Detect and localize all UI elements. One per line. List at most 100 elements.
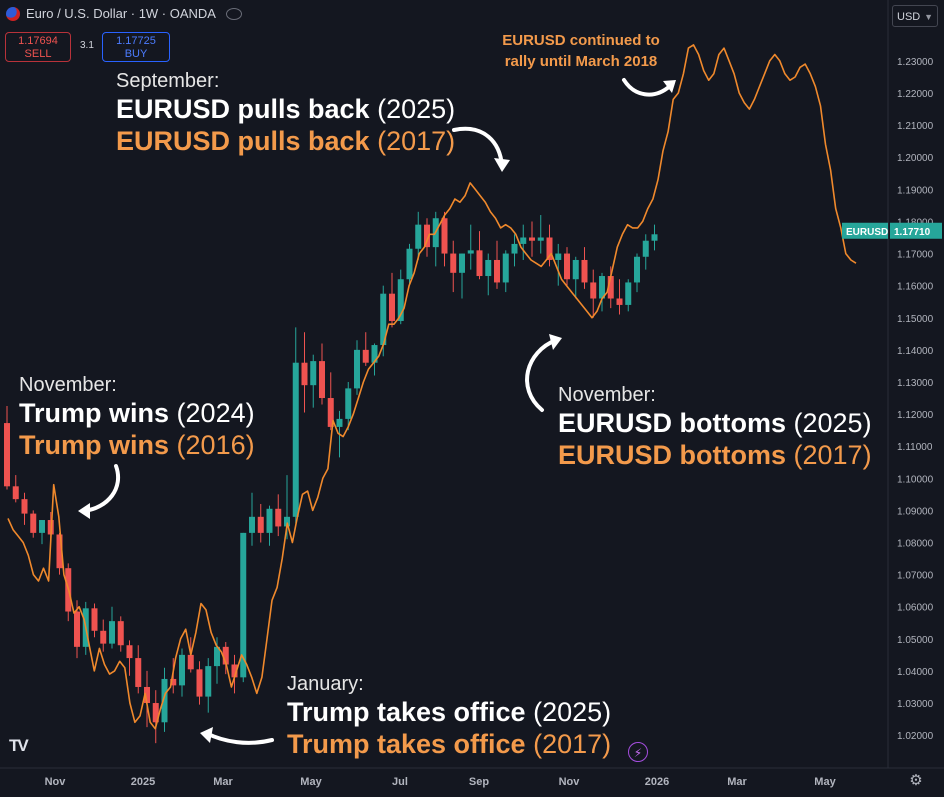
price-tick-label: 1.08000 <box>897 539 934 550</box>
buy-button[interactable]: 1.17725 BUY <box>102 32 170 62</box>
annotation-month: November: <box>19 374 117 396</box>
candle-body <box>345 388 352 419</box>
candle-body <box>266 508 273 533</box>
candle-body <box>301 362 308 386</box>
candle-body <box>599 276 605 299</box>
candle-body <box>467 250 474 254</box>
candle-body <box>21 499 28 514</box>
annotation-month: January: <box>287 673 364 695</box>
arrowhead-icon <box>663 80 676 93</box>
annotation-bold-text: EURUSD bottoms <box>558 408 786 438</box>
overlay-line-2017 <box>7 44 857 730</box>
annotation-rally-line1: EURUSD continued to <box>502 32 660 49</box>
annotation-january-trump-office: January: Trump takes office (2025) Trump… <box>287 673 611 760</box>
currency-value: USD <box>897 11 921 23</box>
candle-body <box>424 224 430 248</box>
candle-body <box>529 237 535 241</box>
time-tick-label: Sep <box>469 776 489 788</box>
price-tick-label: 1.03000 <box>897 699 934 710</box>
annotation-line-2017: Trump takes office (2017) <box>287 728 611 760</box>
price-tick-label: 1.12000 <box>897 410 934 421</box>
annotation-bold-text: EURUSD bottoms <box>558 440 786 470</box>
annotation-year: (2025) <box>533 697 612 727</box>
price-tick-label: 1.23000 <box>897 57 934 68</box>
candle-body <box>187 654 194 670</box>
annotation-arrow <box>525 338 558 412</box>
candle-body <box>494 259 500 283</box>
annotation-arrow <box>204 731 274 745</box>
annotation-month: September: <box>116 70 220 92</box>
candle-body <box>371 345 378 363</box>
time-tick-label: 2025 <box>131 776 155 788</box>
sell-label: SELL <box>24 48 52 60</box>
buy-price: 1.17725 <box>116 35 156 47</box>
candle-body <box>205 666 212 697</box>
lightning-icon[interactable]: ⚡ <box>628 742 648 762</box>
time-tick-label: Mar <box>213 776 233 788</box>
candle-body <box>537 237 544 241</box>
symbol-title: Euro / U.S. Dollar · 1W · OANDA <box>26 6 216 21</box>
price-tick-label: 1.09000 <box>897 506 934 517</box>
price-tick-label: 1.17000 <box>897 250 934 261</box>
candle-body <box>310 361 317 386</box>
candle-body <box>441 218 448 254</box>
candle-body <box>222 646 229 665</box>
chevron-down-icon: ▼ <box>924 12 933 22</box>
symbol-header[interactable]: Euro / U.S. Dollar · 1W · OANDA <box>6 6 242 21</box>
price-tick-label: 1.21000 <box>897 121 934 132</box>
currency-select[interactable]: USD ▼ <box>892 5 938 27</box>
annotation-line-2016: Trump wins (2016) <box>19 429 255 461</box>
candle-body <box>91 608 98 631</box>
candle-body <box>634 256 640 283</box>
arrowhead-icon <box>494 158 510 172</box>
candle-body <box>30 513 37 533</box>
tradingview-logo: TV <box>9 736 29 755</box>
candle-body <box>459 253 465 273</box>
annotation-line-2017: EURUSD pulls back (2017) <box>116 125 455 157</box>
candle-body <box>117 621 124 646</box>
candle-body <box>546 237 553 260</box>
visibility-eye-icon[interactable] <box>225 7 242 20</box>
candle-body <box>362 349 369 363</box>
price-tick-label: 1.10000 <box>897 474 934 485</box>
annotation-november-trump-wins: November: Trump wins (2024) Trump wins (… <box>19 374 255 461</box>
candle-body <box>625 282 632 305</box>
spread-value: 3.1 <box>80 40 94 51</box>
candle-body <box>196 669 203 697</box>
candle-body <box>389 293 395 321</box>
annotation-bold-text: Trump takes office <box>287 697 526 727</box>
sell-button[interactable]: 1.17694 SELL <box>5 32 71 62</box>
candle-body <box>476 250 483 277</box>
candle-body <box>502 253 509 283</box>
last-price-value: 1.17710 <box>894 227 931 238</box>
time-tick-label: Nov <box>45 776 67 788</box>
candle-body <box>144 686 150 704</box>
time-tick-label: May <box>814 776 836 788</box>
arrowhead-icon <box>549 334 562 350</box>
candle-body <box>380 293 387 346</box>
time-tick-label: Mar <box>727 776 747 788</box>
price-tick-label: 1.22000 <box>897 89 934 100</box>
annotation-bold-text: EURUSD pulls back <box>116 126 370 156</box>
candle-body <box>39 520 45 533</box>
annotation-september-pullback: September: EURUSD pulls back (2025) EURU… <box>116 70 455 157</box>
annotation-line-2025: EURUSD pulls back (2025) <box>116 93 455 125</box>
last-price-symbol: EURUSD <box>846 227 888 238</box>
price-tick-label: 1.11000 <box>897 442 933 453</box>
annotation-rally-line2: rally until March 2018 <box>504 53 658 70</box>
candle-body <box>415 224 422 249</box>
candle-body <box>406 248 413 280</box>
candle-body <box>74 611 80 647</box>
annotation-bold-text: Trump wins <box>19 430 170 460</box>
annotation-year: (2016) <box>176 430 255 460</box>
annotation-year: (2017) <box>377 126 456 156</box>
price-tick-label: 1.02000 <box>897 731 934 742</box>
candle-body <box>257 516 264 533</box>
candle-body <box>651 234 658 241</box>
annotation-year: (2024) <box>176 398 255 428</box>
annotation-bold-text: Trump takes office <box>287 729 526 759</box>
annotation-line-2025: Trump takes office (2025) <box>287 696 611 728</box>
candle-body <box>4 423 10 487</box>
gear-icon[interactable]: ⚙ <box>909 772 923 789</box>
